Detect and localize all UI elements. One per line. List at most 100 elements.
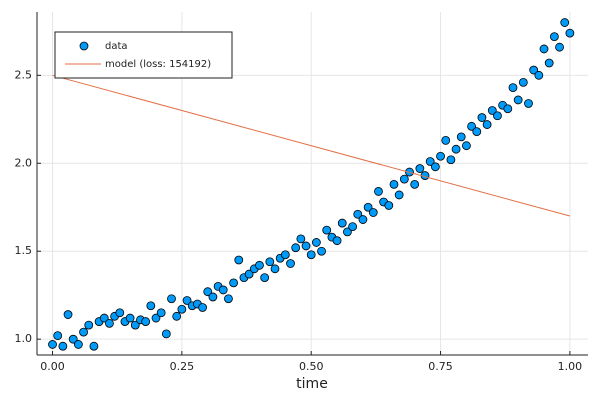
data-point <box>332 236 342 246</box>
data-point <box>63 310 73 319</box>
legend-label: model (loss: 154192) <box>105 59 211 70</box>
legend-box <box>54 31 233 79</box>
data-point <box>462 141 471 151</box>
data-point <box>508 83 518 93</box>
data-point <box>115 308 125 318</box>
data-point <box>565 28 575 38</box>
data-point <box>58 341 68 351</box>
data-point <box>539 44 549 54</box>
data-point <box>477 113 487 122</box>
data-point <box>560 18 570 27</box>
data-point <box>544 58 554 68</box>
data-point <box>384 201 394 210</box>
data-point <box>125 313 135 323</box>
y-tick-label: 2.5 <box>15 68 33 81</box>
data-point <box>472 127 482 137</box>
data-point <box>487 106 497 115</box>
data-point <box>177 304 187 314</box>
data-point <box>534 70 544 80</box>
data-point <box>286 259 295 268</box>
data-point <box>224 294 233 304</box>
data-point <box>218 285 228 295</box>
data-point <box>348 222 357 231</box>
data-point <box>322 225 332 235</box>
data-point <box>182 296 192 305</box>
data-point <box>141 317 151 326</box>
data-point <box>265 257 275 267</box>
x-tick-label: 0.50 <box>299 360 324 373</box>
data-point <box>415 164 425 173</box>
data-point <box>482 120 492 129</box>
x-tick-label: 0.00 <box>40 360 65 373</box>
data-point <box>84 320 94 330</box>
data-point <box>270 264 280 274</box>
data-point <box>296 234 306 244</box>
data-point <box>280 250 290 260</box>
data-point <box>99 313 109 323</box>
x-tick-label: 0.25 <box>170 360 195 373</box>
data-point <box>337 218 347 228</box>
data-point <box>394 190 404 200</box>
data-point <box>518 77 528 87</box>
data-point <box>79 327 88 337</box>
data-point <box>105 318 114 328</box>
data-point <box>48 340 57 349</box>
data-point <box>198 303 207 312</box>
data-point <box>363 202 373 212</box>
y-tick-label: 1.0 <box>15 332 33 345</box>
data-point <box>446 155 456 165</box>
data-point <box>368 208 378 217</box>
data-point <box>467 121 476 131</box>
data-point <box>410 179 420 189</box>
data-point <box>244 269 254 279</box>
data-point <box>529 65 539 75</box>
data-point <box>53 331 63 341</box>
data-point <box>306 250 316 260</box>
x-tick-label: 0.75 <box>428 360 453 373</box>
data-point <box>130 320 140 330</box>
data-point <box>374 187 383 196</box>
data-point <box>430 162 440 172</box>
data-point <box>317 246 326 256</box>
data-point <box>549 32 559 42</box>
data-point <box>89 341 99 351</box>
data-point <box>156 308 166 318</box>
data-point <box>208 292 218 302</box>
y-tick-label: 2.0 <box>15 156 33 169</box>
data-point <box>234 255 244 265</box>
x-axis-label: time <box>296 376 328 392</box>
data-point <box>151 313 161 323</box>
data-point <box>503 104 513 114</box>
data-point <box>291 243 301 253</box>
data-point <box>172 311 182 321</box>
data-point <box>451 144 461 154</box>
data-point <box>161 329 171 339</box>
data-point <box>513 95 523 105</box>
data-point <box>146 301 156 311</box>
data-point <box>524 99 533 108</box>
data-point <box>555 42 564 52</box>
line <box>52 74 571 217</box>
data-point <box>399 174 409 184</box>
data-point <box>260 273 270 283</box>
data-point <box>493 111 502 121</box>
data-point <box>436 151 445 161</box>
data-point <box>167 294 176 304</box>
data-point <box>389 179 399 189</box>
y-tick-label: 1.5 <box>15 244 33 257</box>
data-point <box>441 136 451 145</box>
legend-label: data <box>105 41 128 52</box>
x-tick-label: 1.00 <box>558 360 583 373</box>
data-point <box>68 334 78 344</box>
data-point <box>203 287 213 297</box>
data-point <box>301 241 311 251</box>
data-point <box>73 340 83 349</box>
data-point <box>358 215 368 224</box>
data-point <box>229 278 239 288</box>
data-point <box>311 238 321 247</box>
data-point <box>456 132 466 142</box>
data-point <box>353 209 363 219</box>
legend-marker <box>79 41 89 51</box>
data-point <box>343 227 352 237</box>
